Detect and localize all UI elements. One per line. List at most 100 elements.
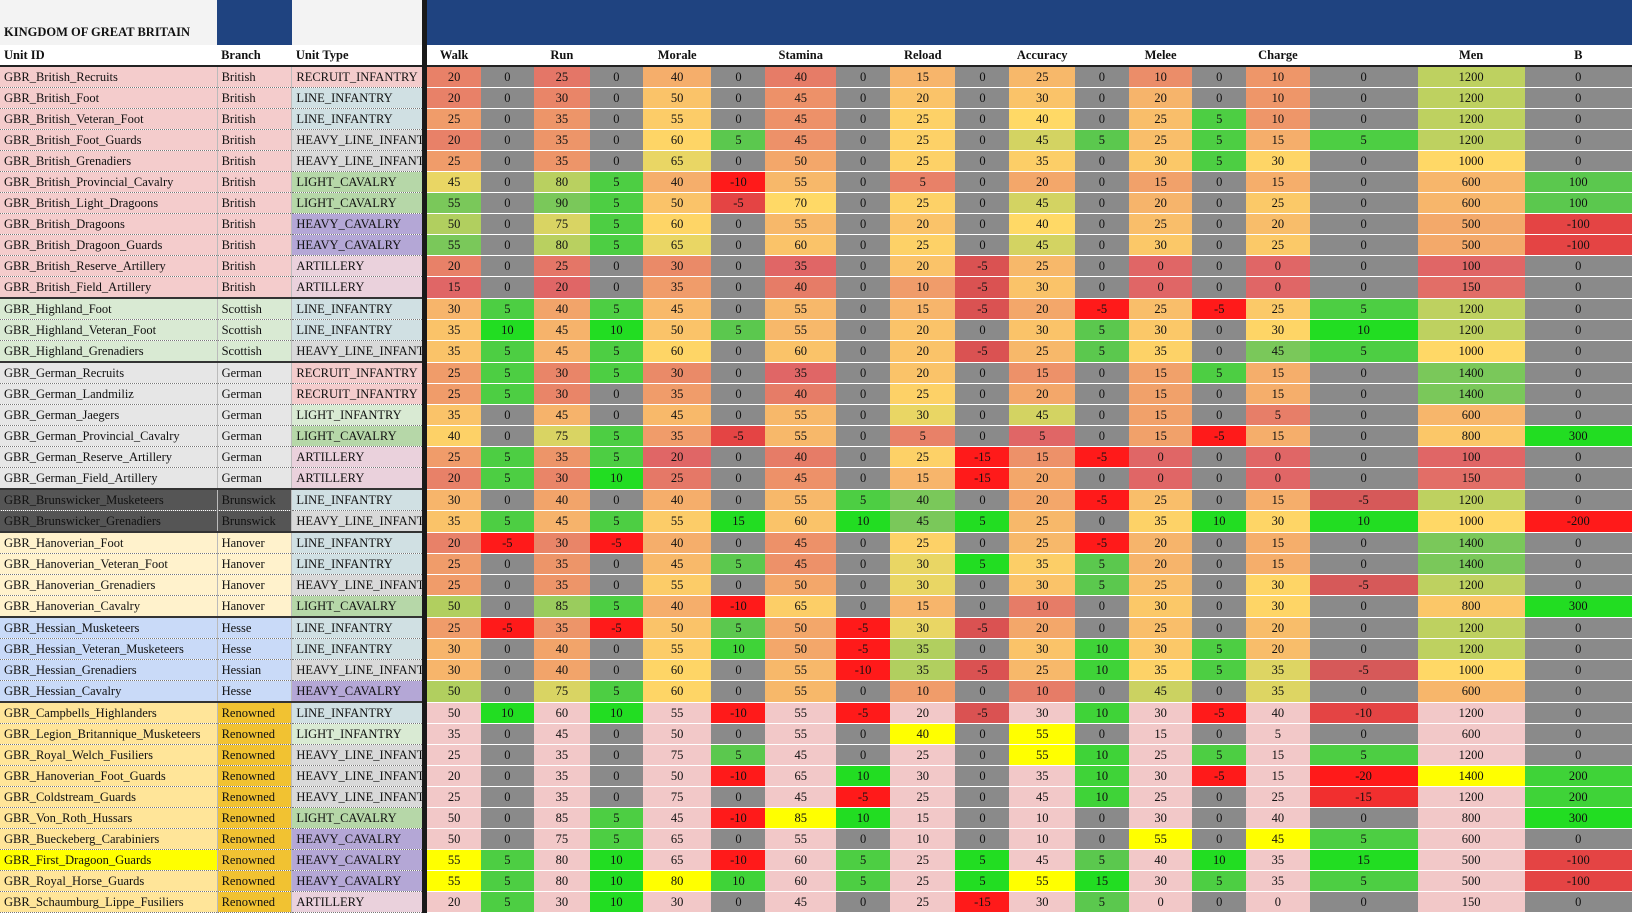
stat-cell[interactable]: 0 (589, 638, 643, 660)
stat-cell[interactable]: 45 (765, 87, 837, 109)
stat-cell[interactable]: 25 (890, 891, 956, 913)
unit-id-cell[interactable]: GBR_Von_Roth_Hussars (0, 807, 218, 829)
unit-type-cell[interactable]: LIGHT_INFANTRY (291, 404, 425, 426)
stat-cell[interactable]: 0 (480, 765, 534, 787)
stat-cell[interactable]: 90 (533, 192, 590, 214)
stat-cell[interactable]: 40 (533, 489, 590, 511)
stat-cell[interactable]: 1400 (1417, 383, 1525, 405)
stat-cell[interactable]: 10 (1074, 786, 1129, 808)
stat-cell[interactable]: 25 (890, 870, 956, 892)
stat-cell[interactable]: 300 (1524, 595, 1632, 618)
branch-cell[interactable]: Scottish (217, 319, 293, 341)
stat-cell[interactable]: 45 (642, 404, 712, 426)
stat-cell[interactable]: 0 (1524, 66, 1632, 88)
stat-cell[interactable]: 0 (589, 786, 643, 808)
unit-type-cell[interactable]: LINE_INFANTRY (291, 108, 425, 130)
stat-cell[interactable]: 60 (642, 213, 712, 235)
stat-cell[interactable]: 60 (765, 510, 837, 533)
stat-cell[interactable]: 30 (1128, 702, 1193, 724)
stat-cell[interactable]: 0 (1524, 659, 1632, 681)
stat-cell[interactable]: 0 (1074, 255, 1129, 277)
branch-cell[interactable]: British (217, 255, 293, 277)
stat-cell[interactable]: 0 (1524, 404, 1632, 426)
stat-cell[interactable]: 5 (955, 870, 1010, 892)
stat-cell[interactable]: 0 (711, 276, 766, 299)
stat-cell[interactable]: 0 (836, 532, 891, 554)
stat-cell[interactable]: 0 (836, 723, 891, 745)
stat-cell[interactable]: -100 (1524, 849, 1632, 871)
stat-cell[interactable]: 35 (533, 617, 590, 639)
stat-cell[interactable]: 5 (1192, 150, 1247, 172)
stat-cell[interactable]: 0 (1309, 467, 1418, 490)
stat-cell[interactable]: 25 (890, 129, 956, 151)
stat-cell[interactable]: 40 (642, 489, 712, 511)
stat-cell[interactable]: 25 (1009, 659, 1075, 681)
stat-cell[interactable]: 0 (1309, 362, 1418, 384)
stat-cell[interactable]: 0 (1192, 532, 1247, 554)
stat-cell[interactable]: 0 (1074, 234, 1129, 256)
stat-cell[interactable]: -5 (1309, 574, 1418, 596)
stat-cell[interactable]: 25 (1128, 298, 1193, 320)
stat-cell[interactable]: 15 (1246, 532, 1310, 554)
stat-cell[interactable]: 40 (765, 66, 837, 88)
stat-cell[interactable]: 0 (1192, 595, 1247, 618)
unit-type-cell[interactable]: HEAVY_CAVALRY (291, 680, 425, 703)
stat-cell[interactable]: 45 (1009, 786, 1075, 808)
stat-cell[interactable]: 0 (589, 489, 643, 511)
stat-cell[interactable]: 0 (711, 467, 766, 490)
stat-cell[interactable]: 35 (1246, 680, 1310, 703)
unit-type-cell[interactable]: LINE_INFANTRY (291, 638, 425, 660)
stat-cell[interactable]: 30 (1009, 319, 1075, 341)
stat-cell[interactable]: 50 (422, 828, 481, 850)
stat-cell[interactable]: -10 (836, 659, 891, 681)
stat-cell[interactable]: 35 (533, 108, 590, 130)
stat-cell[interactable]: 10 (1192, 510, 1247, 533)
stat-cell[interactable]: 60 (642, 340, 712, 363)
column-header[interactable]: Men (1417, 45, 1525, 67)
stat-cell[interactable]: 55 (642, 108, 712, 130)
stat-cell[interactable]: 30 (1009, 638, 1075, 660)
stat-cell[interactable]: -15 (955, 446, 1010, 468)
stat-cell[interactable]: 0 (711, 659, 766, 681)
stat-cell[interactable]: 0 (1309, 807, 1418, 829)
stat-cell[interactable]: 1200 (1417, 489, 1525, 511)
stat-cell[interactable]: 30 (890, 574, 956, 596)
stat-cell[interactable]: -100 (1524, 213, 1632, 235)
stat-cell[interactable]: 5 (1074, 849, 1129, 871)
stat-cell[interactable]: -5 (1192, 425, 1247, 447)
stat-cell[interactable]: 0 (711, 446, 766, 468)
stat-cell[interactable]: 40 (533, 298, 590, 320)
stat-cell[interactable]: 35 (422, 340, 481, 363)
stat-cell[interactable]: 20 (1009, 298, 1075, 320)
stat-cell[interactable]: 0 (1524, 340, 1632, 363)
unit-type-cell[interactable]: HEAVY_CAVALRY (291, 213, 425, 235)
stat-cell[interactable]: 0 (1074, 213, 1129, 235)
stat-cell[interactable]: 0 (1309, 213, 1418, 235)
stat-cell[interactable]: -15 (1309, 786, 1418, 808)
stat-cell[interactable]: 55 (765, 723, 837, 745)
stat-cell[interactable]: 20 (422, 891, 481, 913)
stat-cell[interactable]: 45 (642, 298, 712, 320)
unit-id-cell[interactable]: GBR_Brunswicker_Musketeers (0, 489, 218, 511)
stat-cell[interactable]: 55 (642, 702, 712, 724)
stat-cell[interactable]: 0 (1192, 213, 1247, 235)
stat-cell[interactable]: 45 (422, 171, 481, 193)
stats-title-band[interactable] (422, 0, 1632, 45)
stat-cell[interactable]: 25 (1128, 213, 1193, 235)
stat-cell[interactable]: 1200 (1417, 786, 1525, 808)
branch-cell[interactable]: British (217, 87, 293, 109)
stat-cell[interactable]: 55 (765, 213, 837, 235)
stat-cell[interactable]: 25 (1009, 255, 1075, 277)
stat-cell[interactable]: 0 (836, 362, 891, 384)
stat-cell[interactable]: 30 (422, 638, 481, 660)
stat-cell[interactable]: 0 (711, 213, 766, 235)
stat-cell[interactable]: 10 (1009, 595, 1075, 618)
column-header[interactable]: Melee (1128, 45, 1193, 67)
stat-cell[interactable]: 5 (589, 171, 643, 193)
branch-cell[interactable]: Hanover (217, 553, 293, 575)
unit-id-cell[interactable]: GBR_German_Jaegers (0, 404, 218, 426)
branch-cell[interactable]: Hanover (217, 574, 293, 596)
unit-id-cell[interactable]: GBR_British_Grenadiers (0, 150, 218, 172)
stat-cell[interactable]: 0 (1128, 891, 1193, 913)
stat-cell[interactable]: 20 (422, 129, 481, 151)
